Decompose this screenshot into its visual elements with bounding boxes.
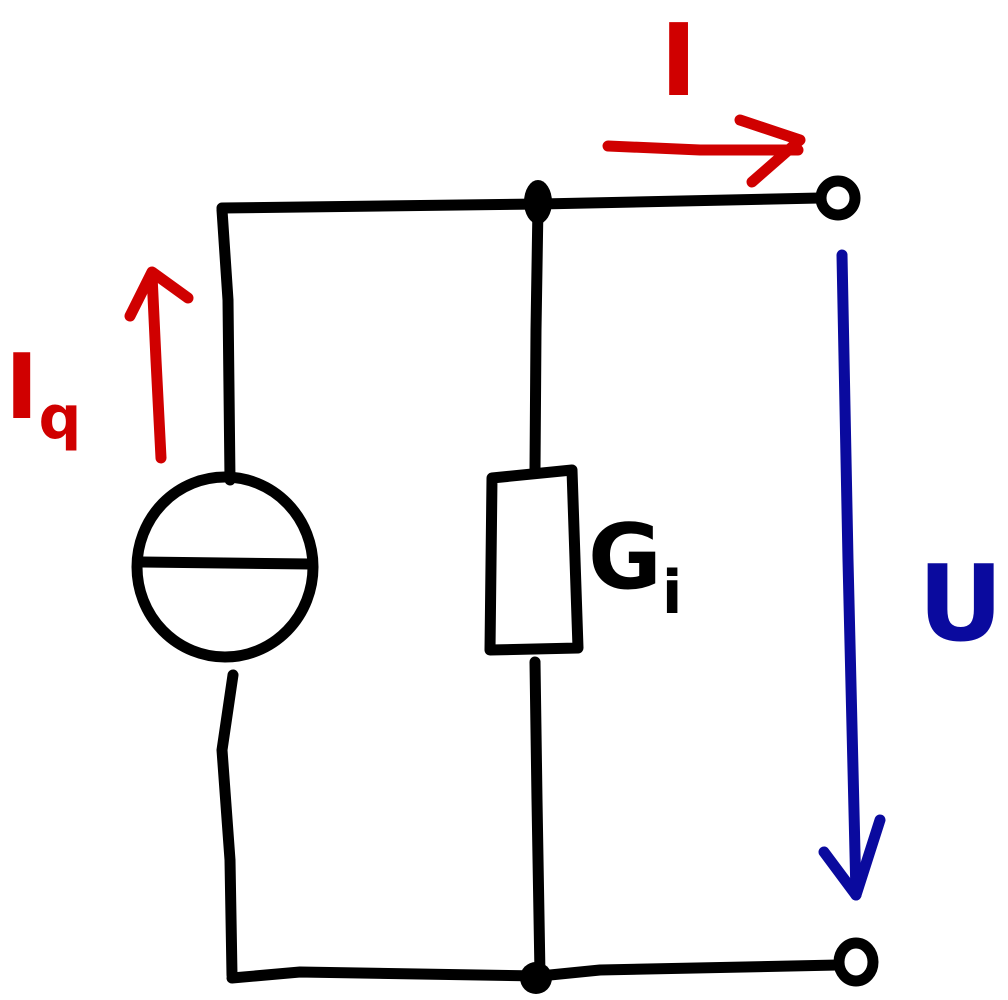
output-current-arrow [602, 114, 806, 188]
conductance-resistor [484, 464, 584, 656]
left-upper-wire [216, 204, 236, 486]
bottom-junction-dot [520, 962, 552, 994]
top-terminal[interactable] [815, 175, 861, 221]
output-current-label: I [660, 2, 697, 119]
voltage-label: U [918, 543, 1003, 665]
top-wire [216, 192, 826, 214]
left-lower-wire [216, 669, 239, 981]
middle-lower-wire [529, 656, 546, 981]
bottom-terminal[interactable] [833, 937, 879, 987]
middle-upper-wire [529, 199, 544, 476]
conductance-label: Gi [588, 505, 682, 628]
source-current-label: Iq [5, 335, 81, 453]
top-junction-dot [524, 180, 552, 224]
current-source-symbol [131, 471, 319, 663]
voltage-arrow [818, 249, 886, 901]
source-current-arrow [124, 266, 194, 464]
